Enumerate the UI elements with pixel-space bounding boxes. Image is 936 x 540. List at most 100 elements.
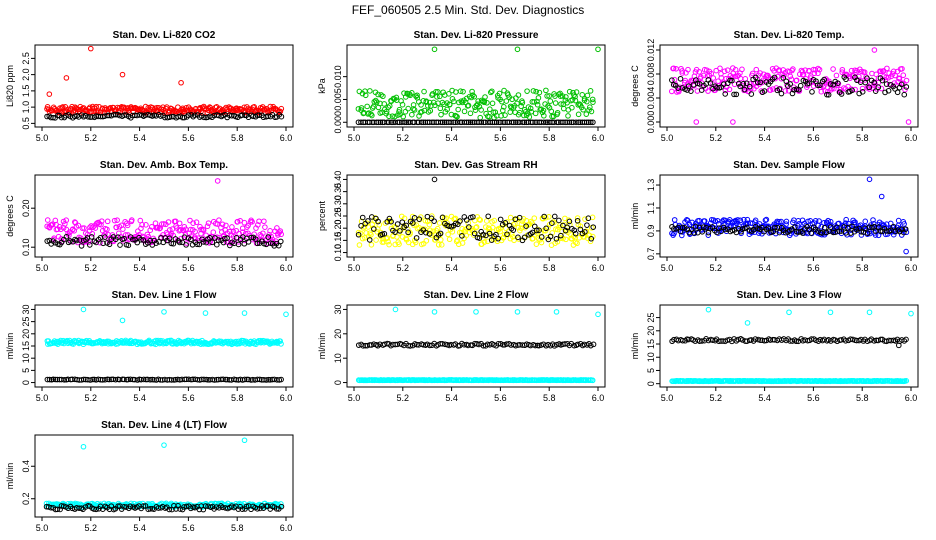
y-axis-label: percent [317, 200, 327, 231]
data-point [396, 241, 402, 247]
data-point [143, 222, 149, 228]
series-2 [44, 111, 285, 121]
data-point [741, 86, 748, 93]
data-point [465, 102, 472, 109]
data-point [170, 240, 177, 247]
data-point [258, 233, 265, 239]
plot-frame [34, 434, 294, 518]
y-tick-label: 0.5 [21, 117, 31, 130]
data-point [190, 339, 197, 346]
data-point [726, 86, 733, 93]
data-point [397, 228, 403, 234]
data-point [115, 234, 121, 241]
data-point [515, 92, 522, 98]
data-point [793, 338, 799, 345]
data-point [375, 218, 381, 225]
data-point [903, 77, 910, 84]
data-point [278, 105, 285, 112]
data-point [771, 224, 778, 231]
data-point [386, 113, 392, 120]
x-tick-label: 5.6 [494, 133, 507, 143]
data-point [526, 114, 533, 120]
data-point [147, 506, 154, 512]
data-point [388, 218, 394, 225]
data-point [685, 83, 692, 89]
data-point [816, 66, 823, 73]
y-tick-label: 0.10 [21, 238, 31, 256]
data-point [498, 113, 504, 119]
data-point [113, 111, 119, 118]
panel-title: Stan. Dev. Amb. Box Temp. [100, 160, 228, 171]
data-point [461, 341, 468, 348]
x-tick-label: 5.6 [182, 133, 195, 143]
data-point [191, 112, 198, 118]
y-tick-label: 25 [21, 317, 31, 327]
data-point [818, 223, 825, 230]
data-point [712, 218, 719, 225]
data-point [254, 506, 261, 512]
series-2 [43, 502, 285, 513]
data-point [823, 229, 830, 236]
y-tick-label: 0 [646, 381, 656, 386]
data-point [703, 67, 710, 73]
data-point [571, 227, 578, 234]
data-point [518, 221, 525, 227]
data-point [411, 107, 418, 113]
data-point [584, 98, 590, 105]
data-point [575, 119, 582, 126]
data-point [176, 220, 183, 227]
data-point [730, 65, 736, 71]
data-point [61, 376, 68, 383]
data-point [848, 67, 855, 74]
data-point [809, 89, 815, 95]
x-tick-label: 5.0 [661, 263, 674, 273]
y-tick-label: 0.10 [333, 244, 343, 262]
data-point [114, 217, 120, 223]
x-tick-label: 5.4 [445, 263, 458, 273]
data-point [733, 91, 740, 98]
data-point [262, 224, 268, 230]
series-1 [355, 46, 601, 121]
x-tick-label: 5.4 [133, 393, 146, 403]
data-point [549, 220, 555, 226]
x-tick-label: 5.2 [85, 393, 98, 403]
data-point [364, 103, 370, 110]
data-point [860, 338, 867, 344]
outlier-point [878, 193, 885, 200]
data-point [413, 235, 420, 241]
data-point [455, 106, 461, 113]
data-point [446, 236, 453, 243]
data-point [395, 119, 401, 126]
y-tick-label: 1.3 [646, 179, 656, 192]
data-point [783, 218, 790, 225]
x-tick-label: 5.8 [231, 133, 244, 143]
data-point [52, 239, 59, 246]
data-point [696, 68, 703, 75]
data-point [200, 226, 206, 233]
outlier-point [514, 46, 521, 53]
data-point [410, 106, 417, 112]
series-1 [44, 45, 285, 116]
outlier-point [202, 310, 209, 316]
data-point [739, 66, 745, 73]
y-tick-label: 0.9 [646, 225, 656, 238]
data-point [732, 73, 739, 80]
data-point [752, 217, 759, 224]
y-tick-label: 30 [21, 304, 31, 314]
data-point [377, 229, 384, 236]
data-point [538, 234, 545, 240]
data-point [410, 102, 417, 108]
data-point [558, 101, 564, 107]
data-point [817, 82, 823, 89]
data-point [903, 378, 910, 384]
data-point [790, 66, 796, 72]
data-point [588, 235, 595, 242]
data-point [589, 377, 596, 384]
data-point [796, 221, 802, 227]
data-point [385, 238, 391, 245]
y-tick-label: 1.5 [21, 85, 31, 98]
data-point [793, 86, 800, 93]
data-point [46, 376, 53, 383]
data-point [890, 223, 897, 230]
data-point [111, 217, 118, 224]
